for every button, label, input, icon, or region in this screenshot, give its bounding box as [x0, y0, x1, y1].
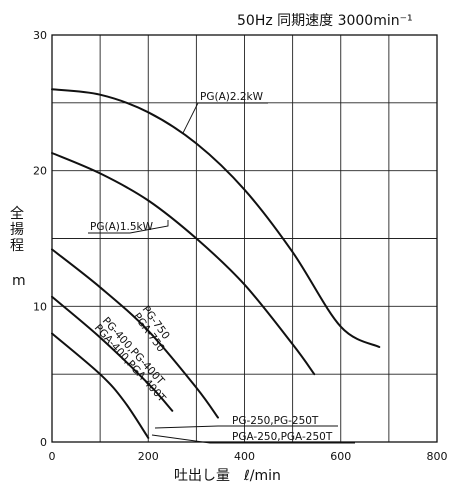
plot-frame — [51, 34, 438, 443]
curves — [51, 88, 381, 439]
y-tick-label: 20 — [33, 165, 47, 178]
y-axis-label-char-1: 全 — [10, 205, 24, 222]
series-line-pg-750 — [51, 248, 219, 419]
x-tick-label: 0 — [49, 450, 56, 463]
series-line-pg-400-pg-400t — [51, 295, 174, 412]
y-axis-label-char-2: 揚 — [10, 221, 24, 238]
x-tick-label: 800 — [427, 450, 448, 463]
series-line-pg-a-2-2kw — [51, 88, 381, 348]
y-tick-label: 30 — [33, 29, 47, 42]
x-tick-label: 400 — [234, 450, 255, 463]
leader-line-pga15 — [88, 220, 169, 234]
y-tick-label: 0 — [40, 436, 47, 449]
x-tick-label: 600 — [330, 450, 351, 463]
y-axis-label-char-3: 程 — [10, 238, 24, 254]
y-axis-unit: m — [12, 273, 26, 289]
series-line-pg-a-1-5kw — [51, 152, 316, 376]
x-tick-label: 200 — [138, 450, 159, 463]
grid — [52, 35, 437, 442]
x-axis-label: 吐出し量 ℓ/min — [174, 468, 281, 484]
series-line-pg-250-pg-250t — [51, 332, 150, 439]
label-pga-250: PGA-250,PGA-250T — [232, 431, 333, 443]
label-pga-1-5kw: PG(A)1.5kW — [90, 221, 154, 233]
y-tick-label: 10 — [33, 300, 47, 313]
leader-line-pg250 — [154, 425, 338, 429]
leader-line-pga250 — [151, 434, 355, 444]
chart-title: 50Hz 同期速度 3000min⁻¹ — [237, 13, 413, 29]
label-pg-250: PG-250,PG-250T — [232, 415, 319, 427]
label-pga-2-2kw: PG(A)2.2kW — [200, 91, 264, 103]
leader-line-pga22 — [182, 102, 268, 134]
tick-labels: 0 200 400 600 800 0 10 20 30 — [33, 29, 448, 463]
